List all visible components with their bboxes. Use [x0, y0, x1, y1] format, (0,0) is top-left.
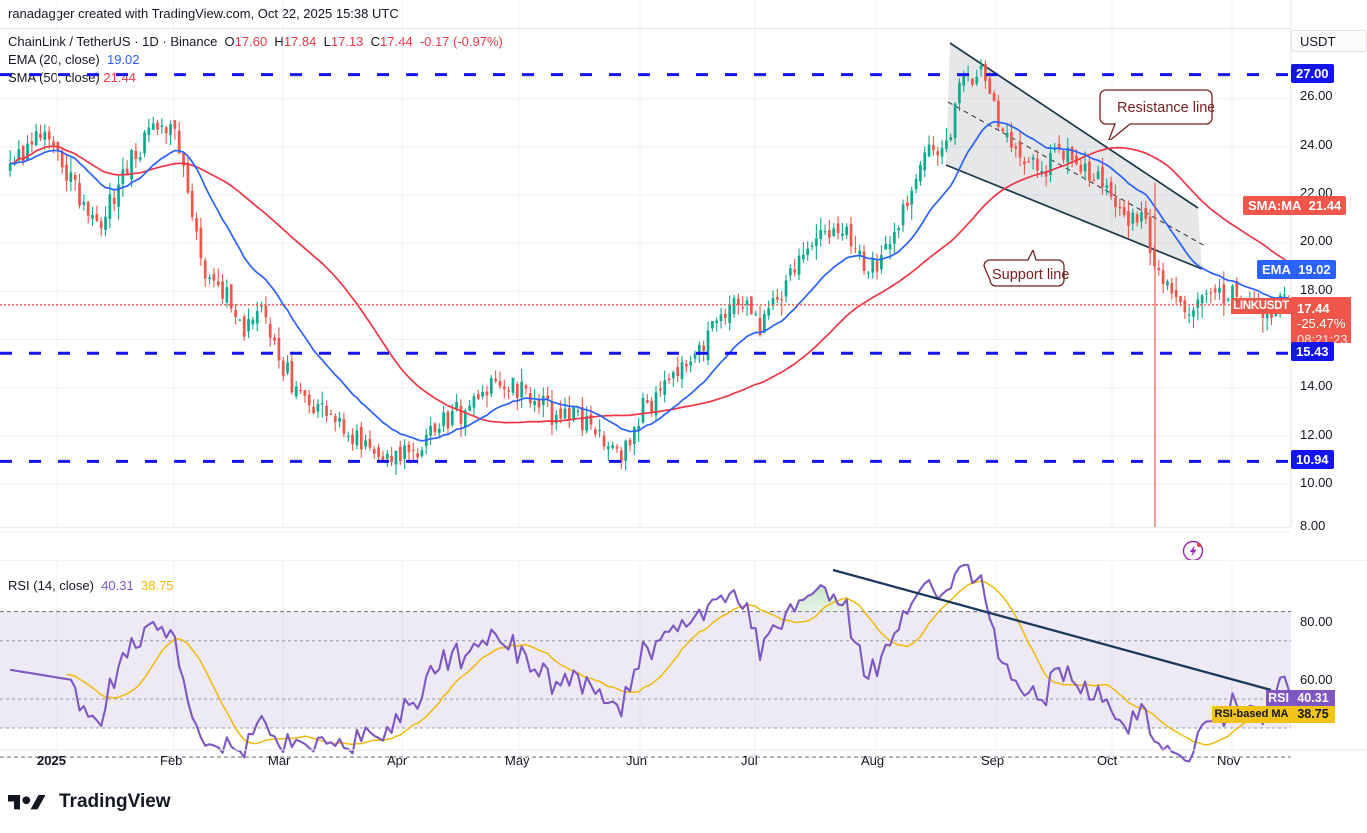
- svg-text:Support line: Support line: [992, 267, 1069, 283]
- svg-text:Resistance line: Resistance line: [1117, 100, 1214, 116]
